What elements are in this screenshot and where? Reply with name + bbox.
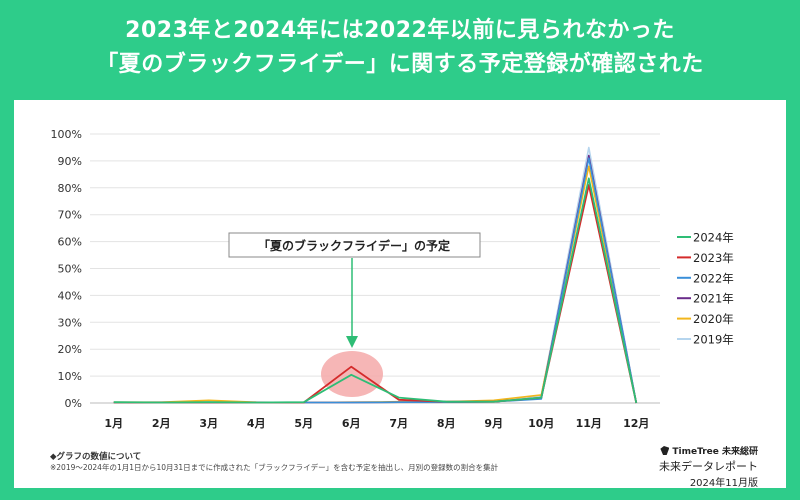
y-tick-label: 10% <box>58 370 82 383</box>
headline-line-1: 2023年と2024年には2022年以前に見られなかった <box>125 18 675 43</box>
y-tick-label: 90% <box>58 155 82 168</box>
y-tick-label: 80% <box>58 182 82 195</box>
y-tick-label: 0% <box>65 397 82 410</box>
report-edition: 2024年11月版 <box>689 478 758 489</box>
notes-heading: ◆グラフの数値について <box>50 452 142 462</box>
x-tick-label: 2月 <box>152 417 171 430</box>
y-tick-label: 40% <box>58 289 82 302</box>
annotation: 「夏のブラックフライデー」の予定 <box>228 232 481 348</box>
y-tick-label: 70% <box>58 209 82 222</box>
legend-label: 2022年 <box>693 271 734 285</box>
y-tick-label: 20% <box>58 343 82 356</box>
x-tick-label: 4月 <box>247 417 266 430</box>
x-tick-label: 6月 <box>342 417 361 430</box>
notes-detail: ※2019〜2024年の1月1日から10月31日までに作成された「ブラックフライ… <box>50 463 499 472</box>
x-tick-label: 9月 <box>484 417 503 430</box>
brand-logo: TimeTree 未来総研 <box>660 444 758 457</box>
legend-label: 2019年 <box>693 333 734 347</box>
report-name: 未来データレポート <box>659 460 758 473</box>
chart-headline: 2023年と2024年には2022年以前に見られなかった 「夏のブラックフライデ… <box>0 14 800 82</box>
y-tick-label: 60% <box>58 236 82 249</box>
legend-label: 2023年 <box>693 251 734 265</box>
chart-panel <box>14 100 786 488</box>
y-tick-label: 100% <box>51 128 82 141</box>
series-line <box>113 177 638 404</box>
brand-logo-text: TimeTree 未来総研 <box>672 447 758 457</box>
x-tick-label: 11月 <box>576 417 602 430</box>
annotation-arrow-head <box>346 336 358 348</box>
timetree-logo-icon <box>660 446 670 455</box>
highlight-circle <box>321 351 383 397</box>
headline-line-2: 「夏のブラックフライデー」に関する予定登録が確認された <box>96 52 704 77</box>
legend-label: 2020年 <box>693 312 734 326</box>
x-tick-label: 8月 <box>437 417 456 430</box>
annotation-box <box>228 232 481 258</box>
annotation-label: 「夏のブラックフライデー」の予定 <box>258 238 450 253</box>
x-tick-label: 12月 <box>623 417 649 430</box>
x-tick-label: 10月 <box>528 417 554 430</box>
x-tick-label: 3月 <box>199 417 218 430</box>
legend-label: 2021年 <box>693 292 734 306</box>
x-tick-label: 1月 <box>104 417 123 430</box>
x-tick-label: 5月 <box>294 417 313 430</box>
legend-label: 2024年 <box>693 231 734 245</box>
y-tick-label: 50% <box>58 263 82 276</box>
y-tick-label: 30% <box>58 316 82 329</box>
legend: 2024年 2023年 2022年 2021年 2020年 2019年 <box>677 231 734 347</box>
x-tick-label: 7月 <box>389 417 408 430</box>
